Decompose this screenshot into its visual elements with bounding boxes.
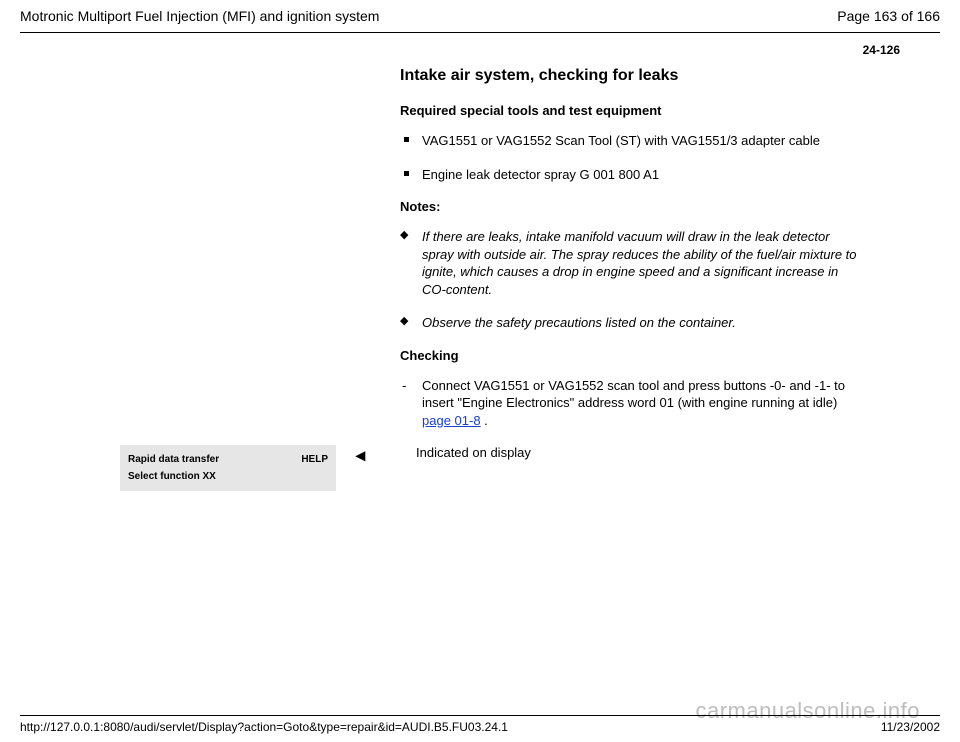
page-header: Motronic Multiport Fuel Injection (MFI) … (0, 0, 960, 28)
footer-url: http://127.0.0.1:8080/audi/servlet/Displ… (20, 720, 508, 734)
list-item: If there are leaks, intake manifold vacu… (400, 228, 860, 298)
display-line2: Select function XX (128, 468, 328, 485)
list-item: Connect VAG1551 or VAG1552 scan tool and… (400, 377, 860, 430)
step-text: Connect VAG1551 or VAG1552 scan tool and… (422, 378, 845, 411)
content: Intake air system, checking for leaks Re… (0, 57, 960, 491)
display-line1-left: Rapid data transfer (128, 451, 219, 468)
checking-heading: Checking (400, 348, 860, 363)
scan-tool-display: Rapid data transfer HELP Select function… (120, 445, 336, 491)
page-code: 24-126 (0, 33, 960, 57)
notes-heading: Notes: (400, 199, 860, 214)
page-footer: http://127.0.0.1:8080/audi/servlet/Displ… (20, 715, 940, 734)
section-title: Intake air system, checking for leaks (400, 67, 860, 85)
step-suffix: . (481, 413, 488, 428)
tools-heading: Required special tools and test equipmen… (400, 103, 860, 118)
right-column: Intake air system, checking for leaks Re… (400, 67, 860, 491)
display-line1-right: HELP (301, 451, 328, 468)
arrow-icon: ◂ (356, 445, 416, 466)
list-item: Engine leak detector spray G 001 800 A1 (400, 166, 860, 184)
display-row: Rapid data transfer HELP Select function… (400, 445, 860, 491)
list-item: VAG1551 or VAG1552 Scan Tool (ST) with V… (400, 132, 860, 150)
doc-title: Motronic Multiport Fuel Injection (MFI) … (20, 8, 379, 24)
notes-list: If there are leaks, intake manifold vacu… (400, 228, 860, 332)
list-item: Observe the safety precautions listed on… (400, 314, 860, 332)
page-number: Page 163 of 166 (837, 8, 940, 24)
page-link[interactable]: page 01-8 (422, 413, 481, 428)
footer-date: 11/23/2002 (881, 720, 940, 734)
tools-list: VAG1551 or VAG1552 Scan Tool (ST) with V… (400, 132, 860, 183)
indicated-text: Indicated on display (416, 445, 860, 460)
checking-list: Connect VAG1551 or VAG1552 scan tool and… (400, 377, 860, 430)
